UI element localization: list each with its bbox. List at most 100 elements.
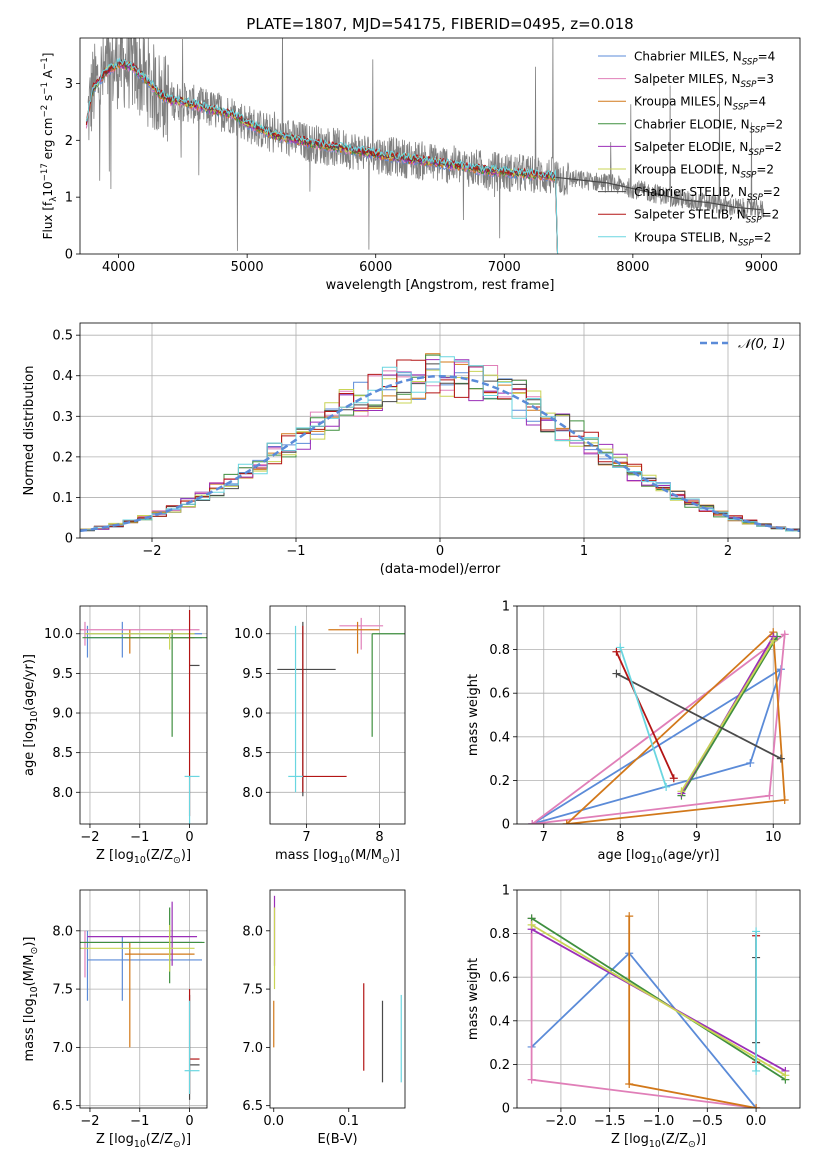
y-tick-label: 8.0 <box>52 924 73 939</box>
axes-frame <box>516 605 801 825</box>
y-tick-label: 0.8 <box>489 643 510 658</box>
weight-marker <box>752 927 761 936</box>
y-tick-label: 0.4 <box>52 369 73 384</box>
y-tick-label: 10.0 <box>44 627 73 642</box>
y-axis-label: mass weight <box>466 958 481 1040</box>
chart-mass-vs-ebv: 0.0 0.1 6.5 7.0 7.5 8.0 E(B-V) <box>242 889 406 1147</box>
weight-line <box>531 632 786 824</box>
axes-frame <box>79 322 801 539</box>
y-tick-label: 8.5 <box>242 746 263 761</box>
weight-marker <box>769 636 778 645</box>
y-tick-label: 0.6 <box>489 971 510 986</box>
chart-title: PLATE=1807, MJD=54175, FIBERID=0495, z=0… <box>246 15 633 33</box>
weight-marker <box>776 754 785 763</box>
chart-weight-vs-age: 7 8 9 10 0 0.2 0.4 0.6 0.8 1 age [log10(age/yr)] ma… <box>466 600 801 866</box>
x-tick-label: 0 <box>185 830 193 845</box>
y-tick-label: 0.4 <box>489 730 510 745</box>
y-tick-label: 0.2 <box>489 1058 510 1073</box>
weight-line <box>680 636 778 797</box>
plot-area <box>528 628 789 824</box>
x-tick-label: −0.5 <box>692 1114 724 1129</box>
weight-line <box>680 640 774 792</box>
axes-frame <box>269 605 406 825</box>
x-tick-label: 4000 <box>102 260 135 275</box>
x-axis-label: Z [log10(Z/Z⊙)] <box>96 1132 191 1150</box>
model-line <box>85 57 559 254</box>
y-tick-label: 0 <box>502 1102 510 1117</box>
legend-label: Salpeter STELIB, NSSP=2 <box>634 208 779 226</box>
model-line-extension <box>555 176 762 211</box>
plot-area <box>273 895 402 1083</box>
x-axis-label: mass [log10(M/M⊙)] <box>275 848 400 866</box>
chart-mass-vs-Z: −2 −1 0 6.5 7.0 7.5 8.0 Z [log10(Z/Z⊙)] mass [lo… <box>22 889 208 1150</box>
chart-age-vs-Z: −2 −1 0 8.0 8.5 9.0 9.5 10.0 Z [log10(Z/Z⊙)] age … <box>22 605 208 866</box>
y-tick-label: 0.4 <box>489 1014 510 1029</box>
x-tick-label: 0 <box>436 544 444 559</box>
y-axis-label: mass weight <box>466 674 481 756</box>
x-tick-label: 7000 <box>488 260 521 275</box>
y-tick-label: 9.0 <box>242 707 263 722</box>
legend-label: Chabrier ELODIE, NSSP=2 <box>634 117 783 135</box>
legend-label: Salpeter MILES, NSSP=3 <box>634 72 774 90</box>
y-tick-label: 0.3 <box>52 410 73 425</box>
y-tick-label: 1 <box>502 884 510 899</box>
y-tick-label: 9.5 <box>242 667 263 682</box>
legend-label: Kroupa ELODIE, NSSP=2 <box>634 163 774 181</box>
x-tick-label: 8 <box>616 830 624 845</box>
y-tick-label: 9.0 <box>52 707 73 722</box>
weight-line <box>619 647 667 788</box>
weight-line <box>615 672 782 760</box>
plot-area <box>80 609 207 824</box>
x-tick-label: 2 <box>724 544 732 559</box>
y-axis-label: Flux [fλ10−17 erg cm−2 s−1 A−1] <box>40 53 59 240</box>
x-tick-label: 1 <box>580 544 588 559</box>
y-axis-label: mass [log10(M/M⊙)] <box>22 937 40 1062</box>
y-tick-label: 0.2 <box>489 774 510 789</box>
weight-line <box>531 924 786 1077</box>
plot-area <box>527 912 790 1108</box>
axes-frame <box>79 37 801 255</box>
chart-age-vs-mass: 7 8 8.0 8.5 9.0 9.5 10.0 mass [log10(M/M⊙)] <box>234 605 406 866</box>
plot-area <box>277 617 405 797</box>
x-tick-label: 6000 <box>359 260 392 275</box>
y-tick-label: 8.0 <box>242 786 263 801</box>
weight-marker <box>662 782 671 791</box>
x-tick-label: 8000 <box>616 260 649 275</box>
y-tick-label: 6.5 <box>242 1099 263 1114</box>
weight-marker <box>612 647 621 656</box>
x-tick-label: −2.0 <box>545 1114 577 1129</box>
chart-residuals: −2 −1 0 1 2 0 0.1 0.2 0.3 0.4 0.5 (data-model)/erro… <box>22 322 801 577</box>
weight-line <box>615 651 675 779</box>
x-tick-label: 9 <box>693 830 701 845</box>
weight-marker <box>669 774 678 783</box>
weight-line <box>628 916 757 1108</box>
chart-weight-vs-Z: −2.0 −1.5 −1.0 −0.5 0.0 0 0.2 0.4 0.6 0.8 1 Z [log1… <box>466 884 801 1150</box>
y-axis-label: age [log10(age/yr)] <box>22 654 40 776</box>
legend-label: Kroupa MILES, NSSP=4 <box>634 95 766 113</box>
legend: Chabrier MILES, NSSP=4 Salpeter MILES, NS… <box>598 50 783 248</box>
y-tick-label: 7.0 <box>242 1041 263 1056</box>
y-tick-label: 0.2 <box>52 450 73 465</box>
weight-marker <box>752 1104 761 1108</box>
y-tick-label: 2 <box>65 134 73 149</box>
weight-marker <box>616 643 625 652</box>
x-tick-label: −1.5 <box>594 1114 626 1129</box>
y-tick-label: 8.0 <box>52 786 73 801</box>
axes-frame <box>79 605 208 825</box>
x-tick-label: −2 <box>142 544 161 559</box>
x-tick-label: −1 <box>286 544 305 559</box>
x-axis-label: E(B-V) <box>317 1132 357 1147</box>
y-tick-label: 10.0 <box>234 627 263 642</box>
x-axis-label: Z [log10(Z/Z⊙)] <box>96 848 191 866</box>
y-tick-label: 8.5 <box>52 746 73 761</box>
y-tick-label: 6.5 <box>52 1099 73 1114</box>
weight-marker <box>765 791 774 800</box>
weight-marker <box>780 630 789 639</box>
weight-line <box>530 918 757 1108</box>
x-axis-label: wavelength [Angstrom, rest frame] <box>326 278 555 293</box>
legend-label: 𝒩(0, 1) <box>738 337 785 352</box>
y-tick-label: 0.8 <box>489 927 510 942</box>
y-tick-label: 0 <box>502 818 510 833</box>
x-tick-label: 7 <box>540 830 548 845</box>
weight-marker <box>528 820 537 824</box>
